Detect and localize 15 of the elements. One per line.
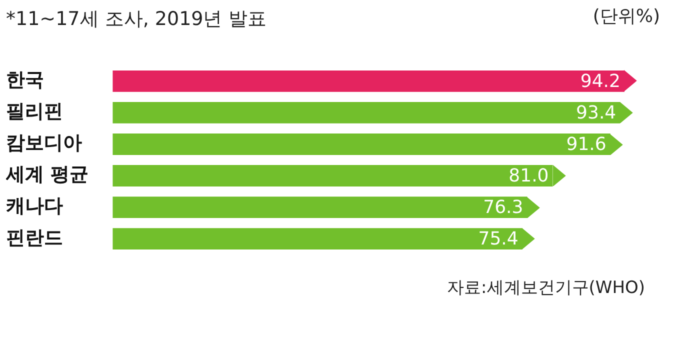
y-tick-label: 세계 평균 bbox=[5, 164, 89, 186]
data-label: 93.4 bbox=[576, 102, 616, 124]
data-label: 81.0 bbox=[508, 165, 549, 186]
data-label: 76.3 bbox=[483, 196, 524, 218]
y-tick-label: 캐나다 bbox=[6, 195, 63, 218]
data-label: 91.6 bbox=[566, 134, 606, 155]
text: 자료:세계보건기구(WHO) bbox=[447, 277, 645, 299]
text: (단위%) bbox=[592, 5, 660, 28]
y-tick-label: 캄보디아 bbox=[6, 132, 82, 154]
chart-title: *11~17세 조사, 2019년 발표 bbox=[6, 7, 266, 32]
y-tick-label: 한국 bbox=[6, 69, 44, 92]
data-label: 75.4 bbox=[478, 228, 518, 250]
y-tick-label: 핀란드 bbox=[6, 226, 63, 249]
data-label: 94.2 bbox=[580, 70, 620, 92]
y-tick-label: 필리핀 bbox=[6, 100, 63, 123]
